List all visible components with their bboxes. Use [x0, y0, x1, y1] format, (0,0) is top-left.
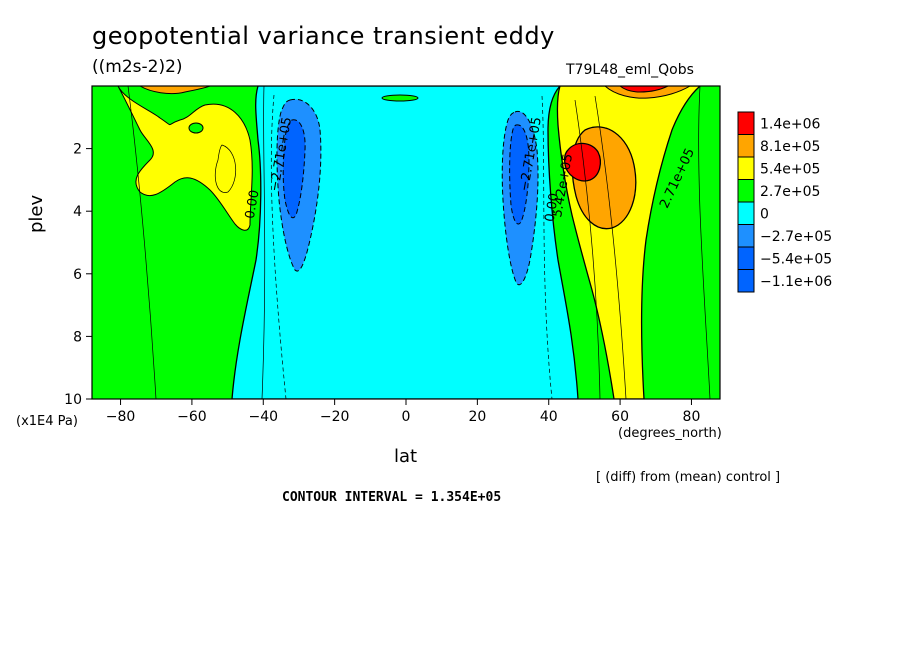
y-tick-label: 8: [73, 329, 82, 345]
field-yellow-south: [117, 86, 253, 231]
y-tick-label: 6: [73, 267, 82, 283]
contour-label: 0.00: [543, 192, 563, 223]
contour-line-thin-7: [127, 86, 157, 399]
contour-interval: CONTOUR INTERVAL = 1.354E+05: [282, 490, 502, 505]
x-tick-label: −60: [177, 409, 207, 425]
x-tick-label: 60: [611, 409, 629, 425]
field-blue-south: [282, 119, 306, 219]
x-tick-label: 40: [540, 409, 558, 425]
chart-units: ((m2s-2)2): [92, 57, 183, 77]
diff-note: [ (diff) from (mean) control ]: [596, 470, 781, 485]
contour-line-thin-6: [698, 86, 711, 399]
x-tick-label: 20: [468, 409, 486, 425]
x-tick-label: −40: [248, 409, 278, 425]
colorbar-swatch: [737, 224, 755, 248]
contour-line-thin-3: [541, 95, 553, 399]
x-tick-label: 80: [683, 409, 701, 425]
field-red-north-top: [619, 86, 669, 93]
x-tick-label: −80: [106, 409, 136, 425]
plot-area: [92, 86, 720, 399]
contour-label: 0.00: [243, 189, 263, 220]
contour-line-thin-4: [574, 99, 601, 399]
y-tick-label: 10: [64, 392, 82, 408]
field-green-blob: [188, 122, 204, 134]
y-tick-label: 2: [73, 142, 82, 158]
x-tick-label: 0: [402, 409, 411, 425]
colorbar-swatch: [737, 201, 755, 225]
colorbar-swatch: [737, 246, 755, 270]
field-orange-south-top: [139, 86, 211, 95]
colorbar-swatch: [737, 179, 755, 203]
contour-line-thin-1: [261, 86, 266, 399]
run-name: T79L48_eml_Qobs: [566, 62, 694, 78]
colorbar-label: 1.4e+06: [760, 116, 821, 132]
colorbar-label: −2.7e+05: [760, 229, 832, 245]
y-axis-label: plev: [26, 194, 47, 233]
x-axis-label: lat: [394, 446, 418, 467]
colorbar-label: 8.1e+05: [760, 139, 820, 155]
colorbar-swatch: [737, 269, 755, 293]
x-axis-unit: (degrees_north): [618, 426, 722, 441]
contour-line-thin-2: [270, 94, 287, 399]
contour-line-thin-5: [594, 95, 627, 399]
axis-ticks: −80 −60 −40 −20 0 20 40 60 80 2 4 6 8 10: [64, 142, 700, 425]
y-tick-label: 4: [73, 204, 82, 220]
colorbar-label: 0: [760, 206, 769, 222]
colorbar: 1.4e+06 8.1e+05 5.4e+05 2.7e+05 0 −2.7e+05 −5.…: [737, 111, 832, 293]
y-axis-unit: (x1E4 Pa): [16, 414, 78, 429]
field-red-north: [563, 142, 601, 182]
contour-line-thin-8: [214, 144, 236, 193]
chart-title: geopotential variance transient eddy: [92, 22, 555, 50]
colorbar-swatch: [737, 134, 755, 158]
colorbar-label: 5.4e+05: [760, 161, 820, 177]
colorbar-swatch: [737, 156, 755, 180]
x-tick-label: −20: [320, 409, 350, 425]
field-blue-north: [509, 124, 530, 225]
field-green-sliver: [381, 94, 419, 102]
colorbar-label: −5.4e+05: [760, 251, 832, 267]
colorbar-label: 2.7e+05: [760, 184, 820, 200]
colorbar-swatch: [737, 111, 755, 135]
colorbar-label: −1.1e+06: [760, 274, 832, 290]
